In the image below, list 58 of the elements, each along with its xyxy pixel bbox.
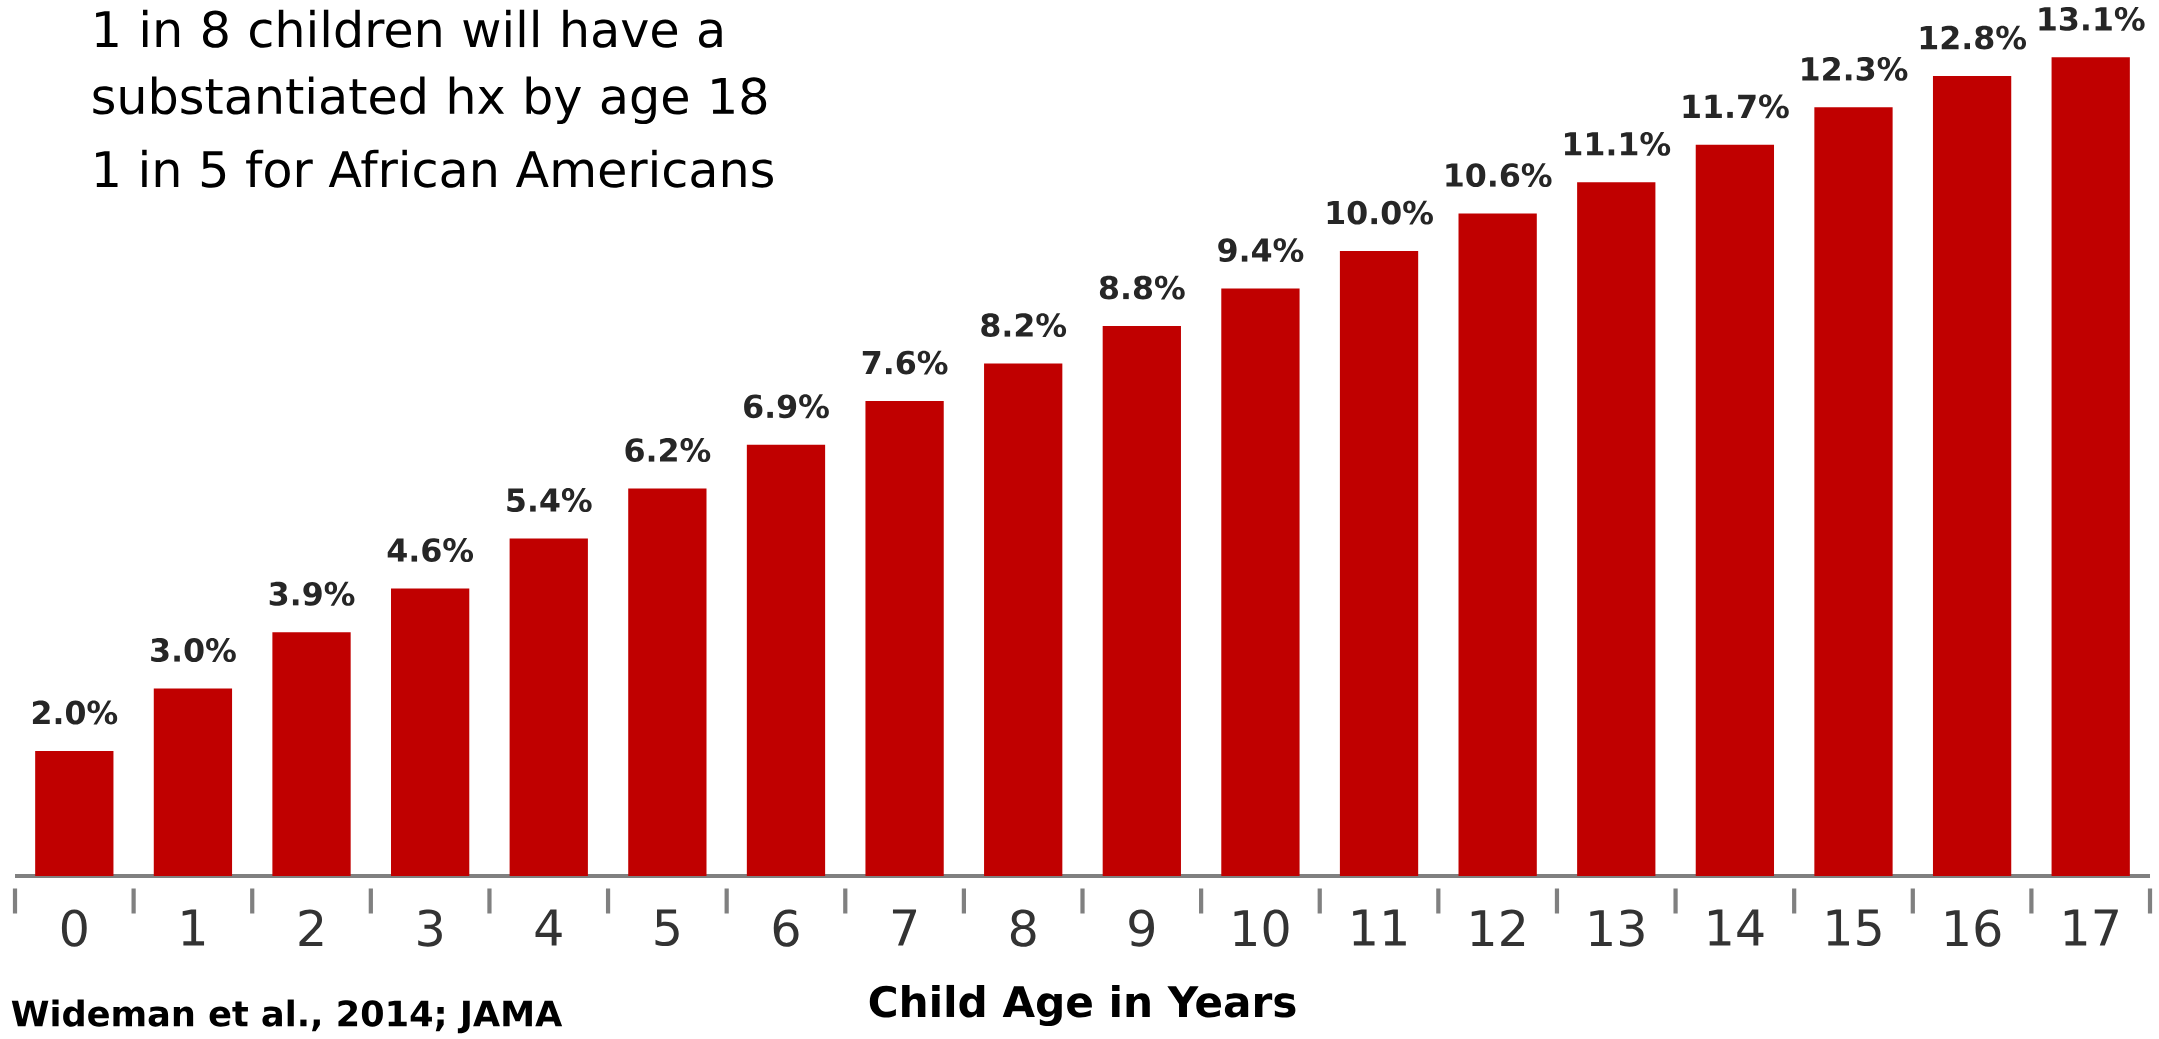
x-tick-label: 12 <box>1471 909 1525 947</box>
x-tick-label: 1 <box>182 909 205 946</box>
data-label: 10.0% <box>1327 200 1433 225</box>
data-label: 5.4% <box>507 488 592 513</box>
bar <box>1695 144 1775 876</box>
data-label: 9.4% <box>1218 238 1304 263</box>
annotation: 1 in 5 for African Americans <box>96 149 773 188</box>
data-label: 2.0% <box>32 700 118 725</box>
data-label: 11.1% <box>1564 131 1671 156</box>
data-label: 8.8% <box>1099 275 1185 300</box>
data-label: 12.8% <box>1920 25 2026 50</box>
bar <box>865 401 944 876</box>
data-label: 8.2% <box>981 313 1067 338</box>
x-tick-label: 17 <box>2064 909 2118 946</box>
bar <box>1458 213 1537 876</box>
bar <box>35 751 114 876</box>
bar <box>509 538 588 876</box>
bar <box>1102 326 1181 876</box>
annotation: 1 in 8 children will have a substantiated hx by age 18 <box>93 9 767 125</box>
x-tick-label: 16 <box>1946 909 2001 947</box>
bar <box>272 632 351 876</box>
x-tick-label: 11 <box>1353 909 1406 946</box>
x-tick-label: 7 <box>892 909 917 946</box>
data-label: 7.6% <box>862 350 948 375</box>
bar <box>391 588 470 876</box>
x-tick-label: 4 <box>535 909 562 946</box>
bar <box>2051 57 2130 876</box>
bar <box>1339 251 1419 876</box>
bar <box>1221 288 1300 876</box>
x-tick-label: 10 <box>1234 909 1289 947</box>
bar <box>1577 182 1656 876</box>
data-label: 3.0% <box>151 638 236 663</box>
x-tick-label: 13 <box>1590 909 1644 947</box>
bar <box>1932 76 2012 876</box>
bar <box>984 363 1063 876</box>
bar <box>628 488 707 876</box>
x-tick-label: 5 <box>655 909 679 947</box>
data-label: 6.2% <box>625 438 711 463</box>
text: Wideman et al., 2014; JAMA <box>11 999 563 1034</box>
x-axis-title: Child Age in Years <box>869 984 1296 1027</box>
data-label: 4.6% <box>387 538 474 563</box>
data-label: 3.9% <box>269 581 355 606</box>
data-label: 13.1% <box>2039 6 2145 31</box>
x-tick-label: 15 <box>1827 909 1881 947</box>
x-tick-label: 2 <box>299 909 323 947</box>
bar <box>153 688 233 876</box>
x-tick-label: 0 <box>61 909 87 947</box>
x-tick-label: 9 <box>1129 909 1154 947</box>
x-tick-label: 14 <box>1708 909 1764 946</box>
x-tick-label: 8 <box>1010 909 1036 947</box>
data-label: 12.3% <box>1802 56 1908 81</box>
x-tick-label: 6 <box>773 909 799 947</box>
bar <box>1814 107 1893 876</box>
data-label: 10.6% <box>1446 163 1552 188</box>
x-tick-label: 3 <box>418 909 442 947</box>
bar <box>746 444 826 876</box>
data-label: 6.9% <box>744 394 829 419</box>
data-label: 11.7% <box>1683 94 1789 119</box>
